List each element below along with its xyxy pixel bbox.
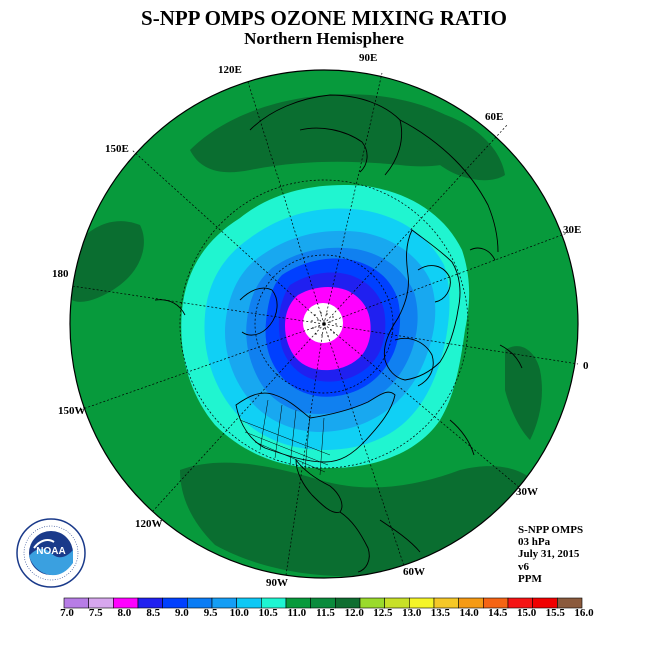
noaa-logo-icon: NOAA [16, 518, 86, 588]
colorbar-tick-label: 10.5 [258, 607, 278, 619]
globe-outline [69, 69, 579, 579]
graticule [71, 72, 579, 576]
colorbar-tick-label: 13.5 [430, 607, 451, 619]
lon-label-30e: 30E [563, 224, 582, 236]
lon-label-120w: 120W [135, 518, 163, 530]
colorbar-tick-label: 14.0 [459, 607, 479, 619]
colorbar-tick-label: 15.5 [545, 607, 565, 619]
colorbar-tick-label: 9.0 [175, 607, 189, 619]
info-date: July 31, 2015 [518, 548, 580, 561]
contour-12-0-patch-east [505, 346, 542, 440]
colorbar-tick-label: 16.0 [574, 607, 594, 619]
colorbar-tick-label: 7.5 [88, 607, 103, 619]
lon-label-90e: 90E [359, 52, 378, 64]
colorbar-tick-label: 10.0 [229, 607, 249, 619]
colorbar-tick-label: 13.0 [402, 607, 422, 619]
colorbar-tick-label: 15.0 [516, 607, 537, 619]
map-title: S-NPP OMPS OZONE MIXING RATIO [141, 6, 507, 30]
contour-12-0-patch-north [190, 94, 490, 173]
colorbar-cell [557, 597, 583, 609]
colorbar [63, 597, 583, 609]
lon-label-120e: 120E [218, 64, 242, 76]
us-state-lines [239, 399, 331, 476]
lon-label-60e: 60E [485, 111, 504, 123]
colorbar-tick-label: 14.5 [488, 607, 508, 619]
contour-12-0-patch-northeast [424, 110, 505, 181]
lon-label-150e: 150E [105, 143, 129, 155]
info-units: PPM [518, 572, 542, 585]
contour-12-0-patch-west [72, 221, 144, 302]
colorbar-tick-label: 11.5 [316, 607, 335, 619]
colorbar-tick-label: 12.0 [344, 607, 364, 619]
colorbar-cells [63, 597, 583, 609]
colorbar-tick-label: 8.0 [117, 607, 132, 619]
map-subtitle: Northern Hemisphere [244, 29, 404, 48]
lon-label-60w: 60W [403, 566, 425, 578]
pole-stipple [311, 312, 337, 337]
colorbar-tick-label: 11.0 [287, 607, 307, 619]
colorbar-tick-label: 9.5 [203, 607, 218, 619]
noaa-logo-text: NOAA [36, 546, 65, 557]
ozone-field [70, 70, 578, 578]
colorbar-tick-label: 7.0 [60, 607, 74, 619]
coastlines [154, 94, 523, 573]
info-pressure: 03 hPa [518, 536, 551, 549]
lon-label-0: 0 [583, 360, 589, 372]
colorbar-tick-label: 8.5 [146, 607, 161, 619]
lon-label-180: 180 [52, 268, 69, 280]
info-block: S-NPP OMPS 03 hPa July 31, 2015 v6 PPM [518, 524, 583, 585]
colorbar-tick-label: 12.5 [373, 607, 393, 619]
lon-label-90w: 90W [266, 577, 288, 589]
lon-label-30w: 30W [516, 486, 538, 498]
info-version: v6 [518, 560, 529, 573]
info-instrument: S-NPP OMPS [518, 524, 584, 536]
lon-label-150w: 150W [58, 405, 86, 417]
